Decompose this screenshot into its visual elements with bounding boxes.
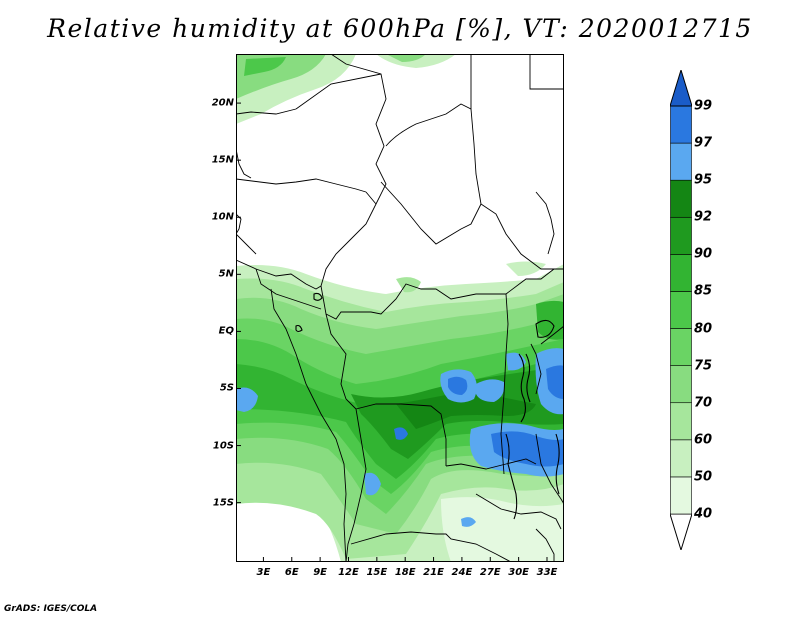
lat-label-10n: 10N	[211, 211, 234, 223]
lat-label-eq: EQ	[218, 325, 234, 337]
lat-label-15n: 15N	[211, 154, 234, 166]
lat-label-5s: 5S	[219, 382, 234, 394]
lon-label-3e: 3E	[256, 567, 271, 578]
colorbar-label-99: 99	[694, 98, 713, 114]
colorbar-swatch	[670, 291, 692, 329]
colorbar-swatch	[670, 179, 692, 218]
colorbar-swatch	[670, 439, 692, 478]
axis-ticks	[236, 102, 548, 562]
grads-credit: GrADS: IGES/COLA	[4, 604, 98, 614]
colorbar-label-50: 50	[694, 469, 713, 485]
colorbar-swatch	[670, 254, 692, 292]
colorbar-label-70: 70	[694, 395, 713, 411]
lon-label-6e: 6E	[284, 567, 299, 578]
colorbar-swatch	[670, 365, 692, 404]
colorbar-label-75: 75	[694, 358, 713, 374]
humidity-field	[236, 54, 564, 562]
lon-label-33e: 33E	[536, 567, 558, 578]
colorbar-label-80: 80	[694, 321, 713, 337]
colorbar-low-triangle	[670, 513, 692, 550]
colorbar-swatch	[670, 476, 692, 515]
lon-label-12e: 12E	[338, 567, 359, 578]
colorbar-label-40: 40	[694, 506, 713, 522]
lon-label-27e: 27E	[479, 567, 501, 578]
lat-label-5n: 5N	[218, 268, 234, 280]
lon-label-18e: 18E	[394, 567, 416, 578]
colorbar-label-60: 60	[694, 432, 713, 448]
colorbar-swatch	[670, 402, 692, 441]
lon-label-21e: 21E	[423, 567, 444, 578]
lakes	[295, 292, 560, 520]
colorbar-swatch	[670, 142, 692, 181]
country-borders	[236, 54, 564, 562]
colorbar-label-97: 97	[694, 135, 713, 151]
colorbar-label-90: 90	[694, 246, 713, 262]
colorbar-label-92: 92	[694, 209, 713, 225]
lat-label-20n: 20N	[211, 97, 234, 109]
colorbar-swatch	[670, 328, 692, 366]
lon-label-30e: 30E	[508, 567, 529, 578]
humidity-map	[236, 54, 564, 562]
colorbar-swatch	[670, 216, 692, 255]
lat-label-10s: 10S	[212, 440, 234, 452]
colorbar-label-95: 95	[694, 172, 713, 188]
map-title: Relative humidity at 600hPa [%], VT: 202…	[47, 14, 753, 43]
colorbar	[670, 70, 692, 550]
lon-label-24e: 24E	[451, 567, 473, 578]
lat-label-15s: 15S	[212, 497, 234, 509]
colorbar-label-85: 85	[694, 283, 713, 299]
lon-label-15e: 15E	[366, 567, 388, 578]
map-frame	[236, 54, 564, 562]
colorbar-high-triangle	[670, 70, 692, 107]
lon-label-9e: 9E	[313, 567, 328, 578]
colorbar-swatch	[670, 105, 692, 144]
